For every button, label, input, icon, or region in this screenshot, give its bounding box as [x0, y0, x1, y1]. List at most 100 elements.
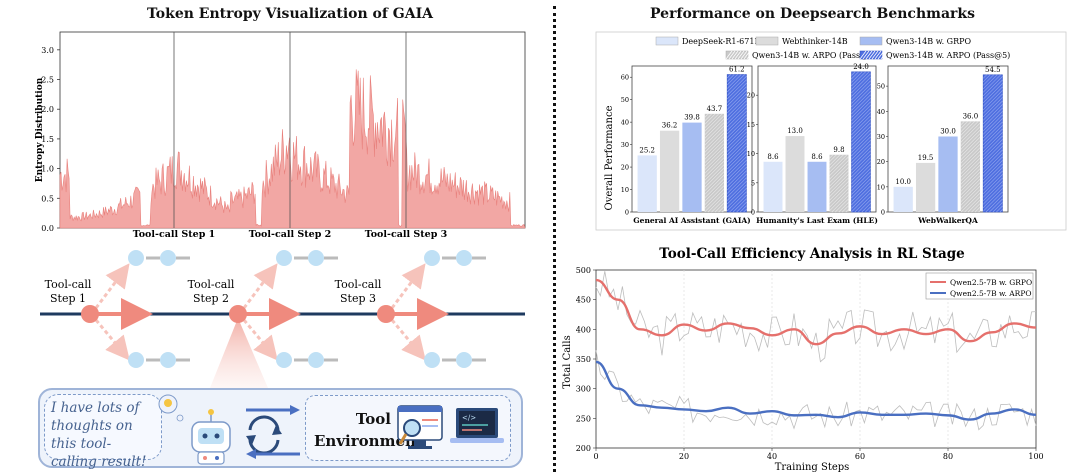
bar-y-tick-label: 0: [881, 209, 885, 217]
bar-y-tick-label: 30: [877, 133, 885, 141]
bar-y-tick-label: 0: [751, 209, 755, 217]
tree-step-1-label-b: Step 1: [50, 292, 86, 305]
bar: [637, 155, 657, 212]
focus-beam: [210, 318, 268, 388]
bar-groups: 010203040506025.236.239.843.761.2General…: [621, 63, 1009, 225]
tree-step-2-label-b: Step 2: [193, 292, 229, 305]
branch-node: [456, 352, 472, 368]
bar: [682, 122, 702, 212]
entropy-y-tick-label: 0.5: [41, 194, 54, 203]
bar-group-title: General AI Assistant (GAIA): [633, 216, 750, 225]
branch-arrow-down: [94, 319, 130, 361]
bar-legend: DeepSeek-R1-671B Webthinker-14B Qwen3-14B …: [655, 36, 1010, 60]
series-line-2: [595, 360, 1037, 421]
branch-node: [160, 352, 176, 368]
bar-value-label: 39.8: [684, 114, 700, 122]
bar-value-label: 13.0: [787, 127, 803, 135]
tree-step-3-label-b: Step 3: [340, 292, 376, 305]
bar-group-2: 0 5 10 15 20 8.6 13.0 8.6 9.8 24.0 Humanity's Last…: [747, 63, 878, 225]
bar-y-tick-label: 60: [621, 74, 629, 82]
entropy-y-label: Entropy Distribution: [35, 77, 45, 182]
bar: [893, 186, 913, 212]
curve-title: Tool-Call Efficiency Analysis in RL Stag…: [659, 246, 965, 262]
entropy-y-tick-label: 1.5: [41, 135, 54, 144]
bar-y-tick-label: 40: [621, 119, 629, 127]
curve-y-tick-label: 200: [576, 444, 591, 453]
right-panel: Performance on Deepsearch Benchmarks Dee…: [560, 0, 1080, 474]
branch-node: [128, 352, 144, 368]
bar-legend-swatch: [725, 50, 749, 60]
bar-value-label: 19.5: [918, 154, 934, 162]
branch-node: [308, 352, 324, 368]
entropy-area: [59, 69, 526, 229]
search-browser-icon: [397, 405, 443, 449]
branch-node: [308, 250, 324, 266]
tree-step-2-label-a: Tool-call: [188, 278, 235, 291]
bar: [763, 161, 783, 212]
raw-trace: [595, 271, 1037, 363]
curve-y-tick-label: 300: [576, 385, 591, 394]
entropy-y-tick-label: 2.5: [41, 76, 54, 85]
bar-y-tick-label: 0: [625, 209, 629, 217]
bar: [851, 71, 871, 213]
refresh-cycle-icon: [246, 415, 282, 455]
branch-arrow-down: [390, 319, 426, 361]
curve-chart: 0 20 40 60 80 100 200 250 300 350 400 450 500 Qwen2.5…: [576, 266, 1044, 461]
bar: [938, 136, 958, 212]
curve-x-tick-label: 80: [943, 452, 953, 461]
robot-icon: [191, 409, 231, 465]
curve-y-label: Total Calls: [562, 335, 573, 388]
bar-value-label: 43.7: [707, 105, 723, 113]
entropy-panel: Token Entropy Visualization of GAIA 0.0 0…: [35, 6, 526, 470]
bar-y-tick-label: 30: [621, 141, 629, 149]
tree-step-3-label-a: Tool-call: [335, 278, 382, 291]
tool-environment-label: Tool Environment: [314, 410, 423, 450]
bar-legend-swatch: [859, 36, 883, 46]
entropy-title: Token Entropy Visualization of GAIA: [146, 6, 433, 22]
bar: [915, 162, 936, 212]
entropy-y-tick-label: 1.0: [41, 165, 54, 174]
branch-arrow-down: [242, 319, 278, 361]
curve-legend: Qwen2.5-7B w. GRPO Qwen2.5-7B w. ARPO: [925, 272, 1034, 300]
bar: [785, 136, 805, 212]
bar-y-tick-label: 20: [621, 164, 629, 172]
branch-node: [276, 250, 292, 266]
bar-group-1: 010203040506025.236.239.843.761.2General…: [621, 66, 753, 225]
code-laptop-icon: </>: [450, 408, 504, 443]
entropy-y-tick-label: 2.0: [41, 105, 54, 114]
tool-environment-box: Tool Environment </>: [305, 395, 511, 461]
bar-legend-swatch: [655, 36, 679, 46]
bar-y-tick-label: 10: [877, 183, 885, 191]
tool-call-node: [377, 305, 395, 323]
bar-y-tick-label: 50: [621, 96, 629, 104]
bar: [960, 121, 981, 212]
entropy-y-tick-label: 3.0: [41, 46, 54, 55]
bar-y-tick-label: 15: [747, 121, 755, 129]
bar-group-title: WebWalkerQA: [917, 216, 978, 225]
bar-value-label: 10.0: [895, 178, 911, 186]
tree-branches: [81, 250, 486, 368]
branch-node: [160, 250, 176, 266]
branch-node: [276, 352, 292, 368]
step-label-1: Tool-call Step 1: [133, 229, 216, 240]
bar-value-label: 36.2: [662, 122, 678, 130]
bar-value-label: 36.0: [963, 112, 979, 120]
curve-x-label: Training Steps: [775, 462, 850, 473]
curve-x-tick-label: 20: [679, 452, 689, 461]
step-label-2: Tool-call Step 2: [249, 229, 332, 240]
bar-value-label: 30.0: [940, 127, 956, 135]
bar-legend-label: Webthinker-14B: [782, 37, 848, 46]
bar: [659, 130, 680, 212]
bar-y-tick-label: 5: [751, 179, 755, 187]
panel-divider: [553, 6, 556, 472]
curve-x-tick-label: 60: [855, 452, 865, 461]
entropy-y-tick-label: 0.0: [41, 224, 54, 233]
curve-x-tick-label: 100: [1028, 452, 1043, 461]
bar-legend-label: DeepSeek-R1-671B: [682, 37, 760, 46]
tool-call-tree-diagram: Tool-call Step 1 Tool-call Step 2 Tool-c…: [40, 250, 525, 388]
raw-trace: [595, 350, 1037, 431]
curve-x-tick-label: 0: [593, 452, 598, 461]
bar: [807, 161, 827, 212]
bar-group-title: Humanity's Last Exam (HLE): [756, 216, 878, 225]
entropy-chart: 0.0 0.5 1.0 1.5 2.0 2.5 3.0 Entropy Distributi…: [35, 31, 526, 240]
